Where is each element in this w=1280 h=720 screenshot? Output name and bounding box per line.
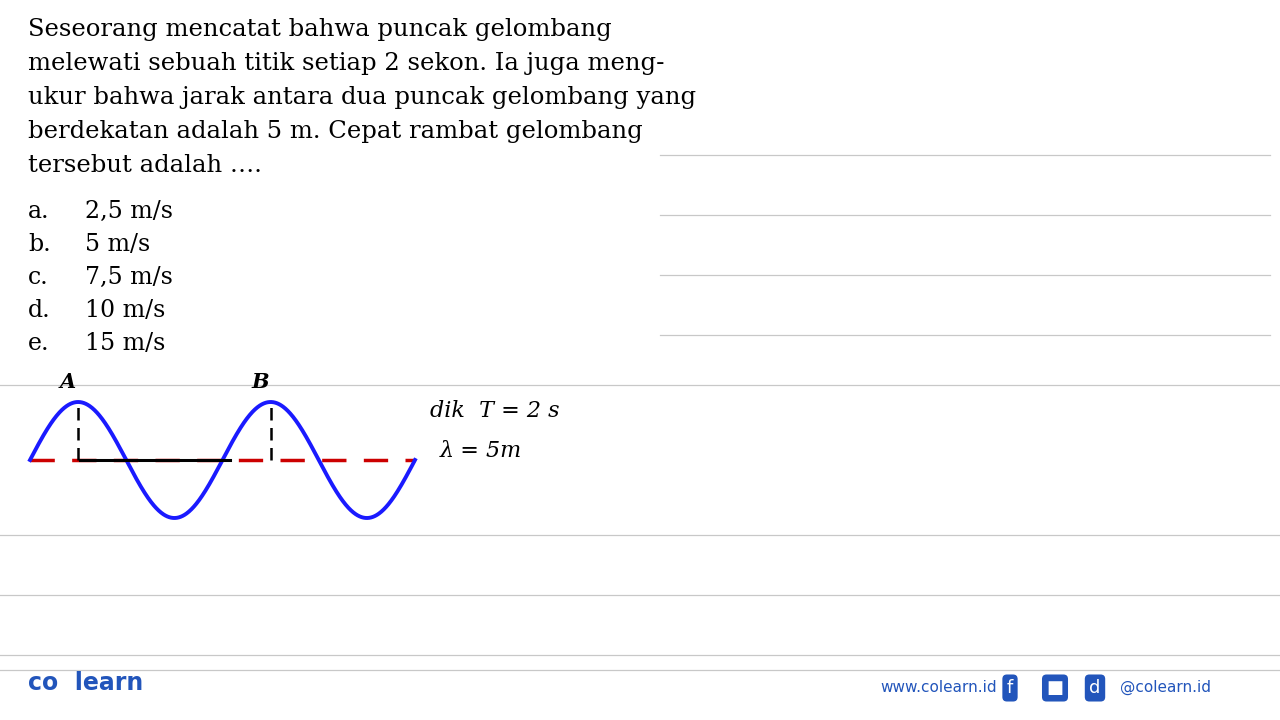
- Text: dik  T = 2 s: dik T = 2 s: [430, 400, 559, 422]
- Text: c.: c.: [28, 266, 49, 289]
- Text: 7,5 m/s: 7,5 m/s: [84, 266, 173, 289]
- Text: λ = 5m: λ = 5m: [440, 440, 522, 462]
- Text: melewati sebuah titik setiap 2 sekon. Ia juga meng-: melewati sebuah titik setiap 2 sekon. Ia…: [28, 52, 664, 75]
- Text: www.colearn.id: www.colearn.id: [881, 680, 997, 695]
- Text: B: B: [252, 372, 269, 392]
- Text: ■: ■: [1047, 679, 1064, 697]
- Text: berdekatan adalah 5 m. Cepat rambat gelombang: berdekatan adalah 5 m. Cepat rambat gelo…: [28, 120, 643, 143]
- Text: 5 m/s: 5 m/s: [84, 233, 150, 256]
- Text: Seseorang mencatat bahwa puncak gelombang: Seseorang mencatat bahwa puncak gelomban…: [28, 18, 612, 41]
- Text: a.: a.: [28, 200, 50, 223]
- Text: @colearn.id: @colearn.id: [1120, 680, 1211, 695]
- Text: d.: d.: [28, 299, 51, 322]
- Text: b.: b.: [28, 233, 51, 256]
- Text: ukur bahwa jarak antara dua puncak gelombang yang: ukur bahwa jarak antara dua puncak gelom…: [28, 86, 696, 109]
- Text: f: f: [1007, 679, 1014, 697]
- Text: 10 m/s: 10 m/s: [84, 299, 165, 322]
- Text: tersebut adalah ….: tersebut adalah ….: [28, 154, 262, 177]
- Text: e.: e.: [28, 332, 50, 355]
- Text: co  learn: co learn: [28, 671, 143, 695]
- Text: d: d: [1089, 679, 1101, 697]
- Text: A: A: [60, 372, 77, 392]
- Text: 15 m/s: 15 m/s: [84, 332, 165, 355]
- Text: 2,5 m/s: 2,5 m/s: [84, 200, 173, 223]
